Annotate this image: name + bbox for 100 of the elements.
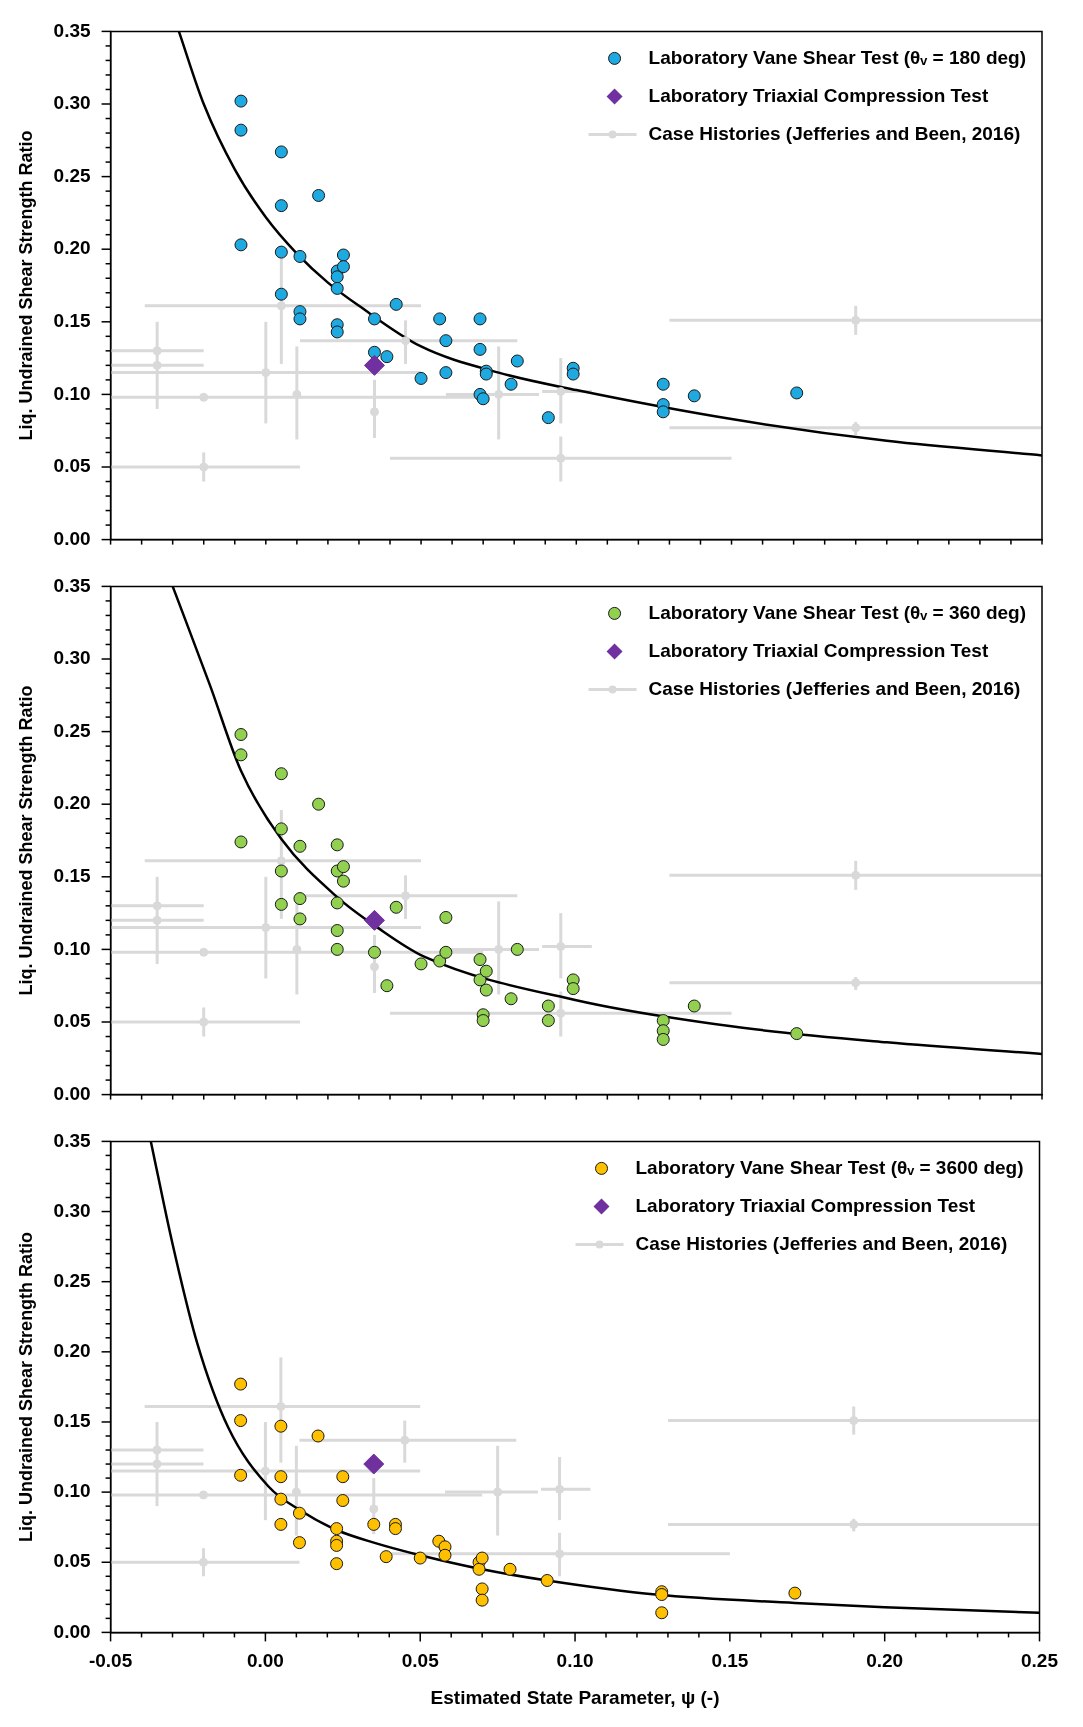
point [475, 1593, 489, 1607]
y-tick-label: 0.35 [53, 1129, 92, 1151]
point [503, 1562, 517, 1576]
point [472, 1562, 486, 1576]
legend-label: Case Histories (Jefferies and Been, 2016) [648, 122, 1021, 144]
point [311, 1429, 325, 1443]
point [330, 325, 344, 339]
point [380, 979, 394, 993]
y-tick-label: 0.05 [53, 1550, 92, 1572]
point [234, 1414, 248, 1428]
point [330, 942, 344, 956]
point [330, 270, 344, 284]
point [293, 892, 307, 906]
x-tick-label: 0.20 [866, 1650, 904, 1672]
x-tick-label: -0.05 [88, 1650, 133, 1672]
point [198, 1557, 208, 1567]
point [330, 281, 344, 295]
y-tick-label: 0.25 [53, 719, 92, 741]
point [433, 954, 447, 968]
y-tick-label: 0.35 [53, 19, 92, 41]
point [413, 1551, 427, 1565]
point [199, 947, 209, 957]
point [234, 728, 248, 741]
point [475, 1551, 489, 1565]
y-axis-title: Liq. Undrained Shear Strength Ratio [15, 130, 36, 441]
point [656, 377, 670, 391]
x-axis-title: Estimated State Parameter, ψ (-) [430, 1686, 720, 1708]
point [293, 312, 307, 326]
point [234, 748, 248, 762]
y-axis-title: Liq. Undrained Shear Strength Ratio [15, 1231, 36, 1542]
point [152, 901, 162, 911]
point [199, 1017, 209, 1027]
point [152, 915, 162, 925]
point [379, 1550, 393, 1564]
y-tick-label: 0.10 [53, 382, 91, 404]
point [234, 94, 248, 108]
point [293, 249, 307, 263]
point [401, 336, 411, 346]
point [494, 944, 504, 954]
legend-label: Laboratory Triaxial Compression Test [648, 84, 989, 106]
x-tick-label: 0.05 [401, 1650, 440, 1672]
point [655, 1606, 669, 1620]
point [494, 389, 504, 399]
point [656, 1032, 670, 1046]
point [330, 896, 344, 910]
point [198, 1490, 208, 1500]
point [199, 462, 209, 472]
y-tick-label: 0.20 [53, 237, 91, 259]
point [475, 1582, 489, 1596]
y-tick-label: 0.35 [53, 574, 92, 596]
point [439, 366, 453, 380]
point [504, 377, 518, 391]
point [541, 999, 555, 1013]
point [276, 1402, 286, 1412]
point [336, 1494, 350, 1508]
point [389, 297, 403, 311]
x-tick-label: 0.10 [556, 1650, 594, 1672]
x-tick-label: 0.15 [711, 1650, 749, 1672]
point [234, 835, 248, 849]
legend-label: Laboratory Vane Shear Test (θᵥ = 180 deg) [648, 46, 1027, 68]
point [274, 822, 288, 836]
y-tick-label: 0.30 [53, 92, 91, 114]
point [274, 1492, 288, 1506]
point [152, 360, 162, 370]
point [851, 315, 861, 325]
point [274, 199, 288, 213]
point [851, 870, 861, 880]
legend-label: Case Histories (Jefferies and Been, 2016) [635, 1232, 1008, 1254]
point [336, 874, 350, 888]
point [566, 367, 580, 381]
y-tick-label: 0.30 [53, 1199, 91, 1221]
point [476, 392, 490, 406]
point [400, 1435, 410, 1445]
point [274, 897, 288, 911]
point [504, 992, 518, 1006]
x-tick-label: 0.25 [1021, 1650, 1059, 1672]
point [555, 1549, 565, 1559]
point [369, 407, 379, 417]
point [790, 386, 804, 400]
point [274, 145, 288, 159]
point [687, 999, 701, 1013]
point [473, 312, 487, 326]
point [369, 1504, 379, 1514]
point [336, 248, 350, 262]
point [274, 1419, 288, 1433]
point [276, 856, 286, 866]
point [401, 891, 411, 901]
point [276, 301, 286, 311]
y-tick-label: 0.00 [53, 527, 91, 549]
point [510, 942, 524, 956]
point [330, 1557, 344, 1571]
point [369, 962, 379, 972]
point [479, 983, 493, 997]
point [260, 1466, 270, 1476]
point [566, 982, 580, 996]
point [556, 453, 566, 463]
point [234, 238, 248, 252]
point [274, 1517, 288, 1531]
point [555, 1484, 565, 1494]
point [556, 942, 566, 951]
